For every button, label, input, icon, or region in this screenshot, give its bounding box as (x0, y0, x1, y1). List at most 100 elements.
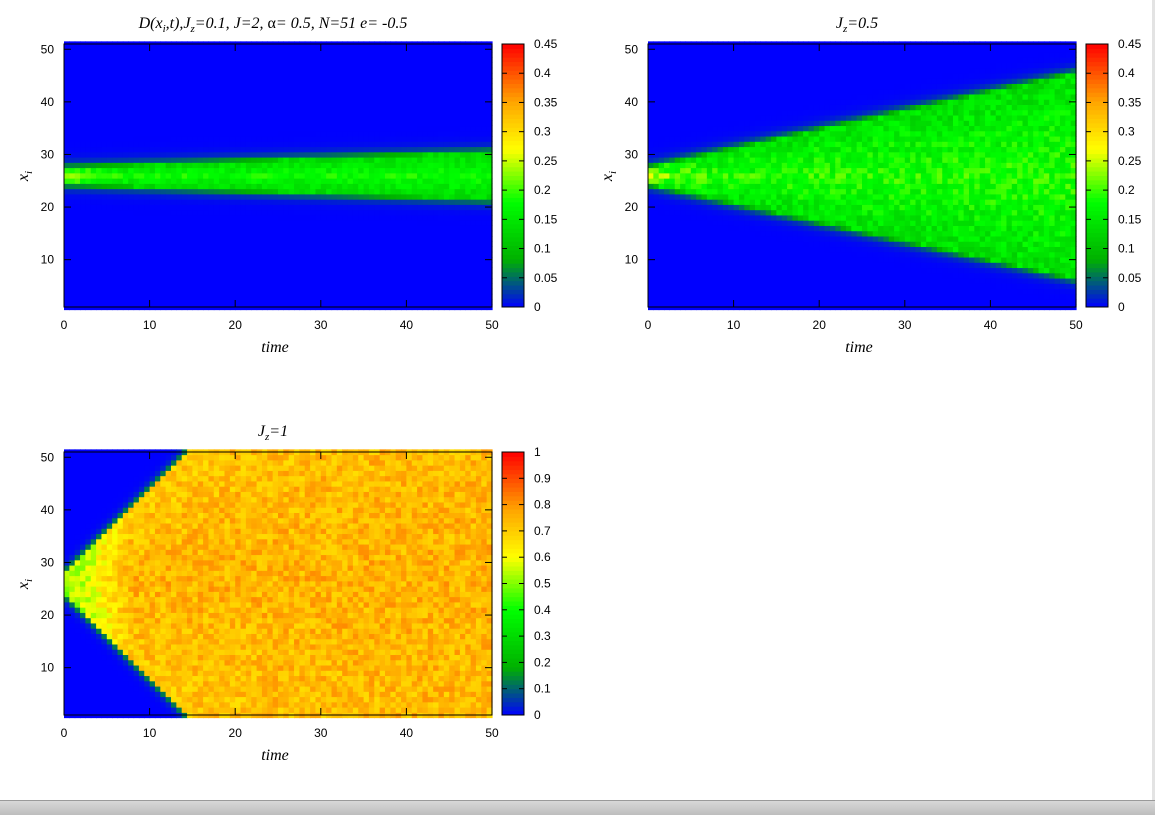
heatmap-cell (123, 268, 129, 274)
heatmap-cell (433, 215, 439, 221)
heatmap-cell (439, 83, 445, 89)
heatmap-cell (123, 257, 129, 263)
heatmap-cell (471, 231, 477, 237)
heatmap-cell (326, 157, 332, 163)
colorbar-segment (502, 268, 524, 273)
heatmap-cell (680, 99, 686, 105)
heatmap-cell (481, 247, 487, 253)
heatmap-cell (691, 199, 697, 205)
heatmap-cell (315, 78, 321, 84)
heatmap-cell (203, 173, 209, 179)
heatmap-cell (460, 247, 466, 253)
heatmap-cell (80, 278, 86, 284)
heatmap-cell (374, 78, 380, 84)
heatmap-cell (691, 173, 697, 179)
heatmap-cell (460, 215, 466, 221)
heatmap-cell (139, 178, 145, 184)
heatmap-cell (262, 236, 268, 242)
heatmap-cell (80, 57, 86, 63)
heatmap-cell (675, 178, 681, 184)
heatmap-cell (144, 94, 150, 100)
heatmap-cell (251, 257, 257, 263)
heatmap-cell (353, 168, 359, 174)
heatmap-cell (444, 168, 450, 174)
heatmap-cell (267, 252, 273, 258)
heatmap-cell (390, 225, 396, 231)
heatmap-cell (69, 289, 75, 295)
heatmap-cell (401, 94, 407, 100)
heatmap-cell (112, 78, 118, 84)
heatmap-cell (123, 57, 129, 63)
heatmap-cell (96, 73, 102, 79)
heatmap-cell (192, 99, 198, 105)
heatmap-cell (134, 283, 140, 289)
heatmap-cell (369, 268, 375, 274)
heatmap-cell (321, 225, 327, 231)
heatmap-cell (315, 199, 321, 205)
heatmap-cell (358, 294, 364, 300)
heatmap-cell (123, 89, 129, 95)
heatmap-cell (64, 136, 70, 142)
heatmap-cell (166, 99, 172, 105)
heatmap-cell (390, 283, 396, 289)
heatmap-cell (246, 52, 252, 58)
heatmap-cell (364, 231, 370, 237)
colorbar-segment (502, 97, 524, 102)
heatmap-cell (369, 120, 375, 126)
heatmap-cell (422, 162, 428, 168)
heatmap-cell (225, 83, 231, 89)
heatmap-cell (669, 68, 675, 74)
heatmap-cell (278, 289, 284, 295)
heatmap-cell (283, 299, 289, 305)
heatmap-cell (707, 131, 713, 137)
heatmap-cell (691, 257, 697, 263)
heatmap-cell (64, 252, 70, 258)
heatmap-cell (85, 278, 91, 284)
heatmap-cell (283, 47, 289, 53)
heatmap-cell (444, 94, 450, 100)
heatmap-cell (155, 57, 161, 63)
heatmap-cell (251, 204, 257, 210)
heatmap-cell (417, 168, 423, 174)
heatmap-cell (305, 47, 311, 53)
heatmap-cell (353, 73, 359, 79)
heatmap-cell (166, 78, 172, 84)
heatmap-cell (406, 178, 412, 184)
heatmap-cell (449, 262, 455, 268)
heatmap-cell (262, 220, 268, 226)
heatmap-cell (337, 126, 343, 132)
heatmap-cell (273, 225, 279, 231)
heatmap-cell (128, 136, 134, 142)
heatmap-cell (112, 204, 118, 210)
heatmap-cell (471, 247, 477, 253)
heatmap-cell (118, 141, 124, 147)
heatmap-cell (369, 94, 375, 100)
heatmap-cell (123, 231, 129, 237)
heatmap-cell (203, 210, 209, 216)
heatmap-cell (433, 126, 439, 132)
heatmap-cell (332, 62, 338, 68)
heatmap-cell (449, 225, 455, 231)
heatmap-cell (91, 194, 97, 200)
heatmap-cell (112, 147, 118, 153)
heatmap-cell (332, 147, 338, 153)
heatmap-cell (358, 194, 364, 200)
heatmap-cell (299, 231, 305, 237)
heatmap-cell (123, 68, 129, 74)
heatmap-cell (294, 104, 300, 110)
heatmap-cell (702, 236, 708, 242)
heatmap-cell (449, 168, 455, 174)
heatmap-cell (326, 204, 332, 210)
heatmap-cell (171, 78, 177, 84)
heatmap-cell (91, 147, 97, 153)
heatmap-cell (718, 157, 724, 163)
heatmap-cell (246, 183, 252, 189)
heatmap-cell (460, 252, 466, 258)
heatmap-cell (123, 110, 129, 116)
heatmap-cell (251, 189, 257, 195)
heatmap-cell (449, 194, 455, 200)
heatmap-cell (691, 225, 697, 231)
heatmap-cell (718, 126, 724, 132)
heatmap-cell (374, 225, 380, 231)
heatmap-cell (653, 52, 659, 58)
